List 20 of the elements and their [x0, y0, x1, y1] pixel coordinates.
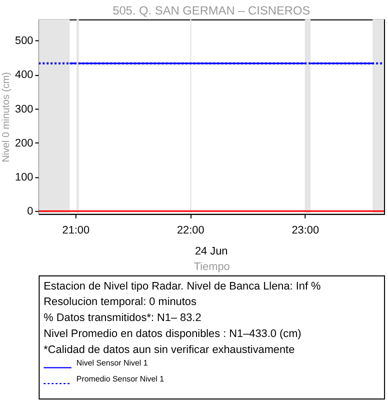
x-tick-label: 22:00 [176, 224, 204, 236]
x-axis-title: Tiempo [194, 260, 230, 273]
x-tick-label: 21:00 [62, 224, 90, 236]
legend-label: Nivel Sensor Nivel 1 [76, 358, 148, 368]
y-tick-label: 300 [15, 103, 34, 116]
y-axis-title: Nivel 0 minutos (cm) [1, 72, 12, 162]
y-tick-label: 100 [15, 172, 34, 184]
y-tick-label: 400 [15, 69, 34, 82]
text: Nivel Promedio en datos disponibles : N1–433.0 (cm) [44, 328, 302, 340]
y-tick-label: 500 [15, 35, 34, 48]
chart-title: 505. Q. SAN GERMAN – CISNEROS [112, 3, 310, 18]
legend-label: Promedio Sensor Nivel 1 [76, 374, 165, 384]
y-tick-label: 200 [15, 137, 34, 150]
text: 24 Jun [194, 246, 228, 258]
text: Resolucion temporal: 0 minutos [44, 296, 197, 308]
x-tick-label: 23:00 [292, 224, 320, 236]
y-tick-label: 0 [27, 206, 34, 218]
text: % Datos transmitidos*: N1– 83.2 [44, 312, 202, 324]
text: *Calidad de datos aun sin verificar exhaustivamente [44, 344, 295, 356]
text: Estacion de Nivel tipo Radar. Nivel de Banca Llena: Inf % [44, 280, 322, 292]
